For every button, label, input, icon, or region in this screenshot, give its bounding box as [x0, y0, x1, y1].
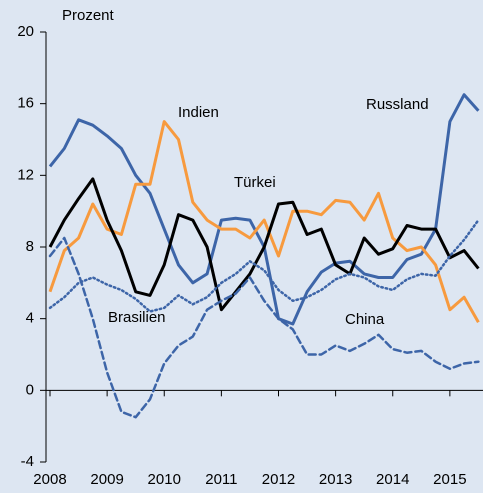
- y-tick-label: 20: [17, 23, 34, 40]
- series-line: [48, 236, 480, 419]
- x-tick-label: 2010: [148, 471, 181, 488]
- x-tick-label: 2011: [205, 471, 237, 488]
- y-tick-label: 0: [26, 381, 34, 398]
- series-label: Brasilien: [108, 309, 166, 326]
- y-tick-label: 4: [26, 310, 34, 327]
- series-label: Indien: [178, 104, 219, 121]
- x-tick-label: 2015: [433, 471, 466, 488]
- y-tick-label: -4: [21, 453, 34, 470]
- x-tick-label: 2013: [319, 471, 352, 488]
- series-label: Türkei: [234, 174, 276, 191]
- x-tick-label: 2012: [262, 471, 295, 488]
- y-tick-label: 12: [17, 166, 34, 183]
- series-label: Russland: [366, 96, 429, 113]
- series-line: [48, 218, 480, 313]
- x-tick-label: 2009: [90, 471, 123, 488]
- y-axis-label: Prozent: [62, 7, 115, 24]
- x-tick-label: 2008: [33, 471, 66, 488]
- series-label: China: [345, 311, 385, 328]
- y-tick-label: 8: [26, 238, 34, 255]
- x-tick-label: 2014: [376, 471, 409, 488]
- series-line: [48, 93, 480, 326]
- series-line: [48, 120, 480, 324]
- y-tick-label: 16: [17, 95, 34, 112]
- series-line: [48, 177, 480, 312]
